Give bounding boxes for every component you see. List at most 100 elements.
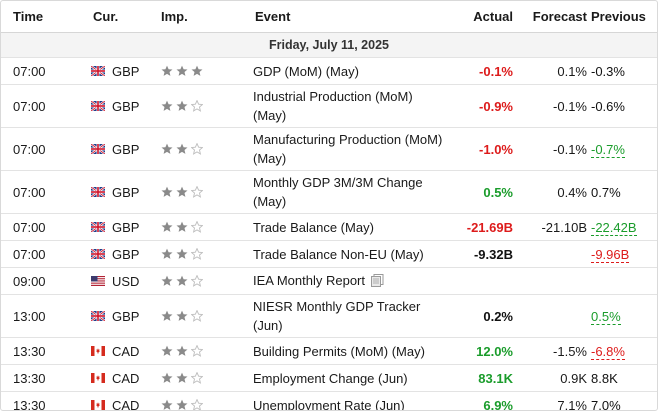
previous-value[interactable]: -9.96B — [591, 246, 630, 263]
importance-cell — [157, 127, 245, 171]
previous-value[interactable]: -0.7% — [591, 141, 625, 158]
ca-flag-icon — [91, 400, 105, 410]
currency-code: GBP — [112, 308, 140, 324]
actual-cell: 12.0% — [445, 337, 517, 365]
importance-cell — [157, 337, 245, 365]
previous-cell: -0.7% — [591, 127, 657, 171]
event-name[interactable]: IEA Monthly Report — [253, 272, 365, 288]
previous-cell: 8.8K — [591, 364, 657, 392]
currency-cell: GBP — [81, 294, 157, 338]
currency-cell: USD — [81, 267, 157, 295]
event-name-cell[interactable]: Manufacturing Production (MoM) (May) — [245, 127, 445, 171]
event-row[interactable]: 13:30 CAD Unemployment Rate (Jun) 6.9% 7.1% 7… — [1, 391, 657, 411]
currency-code: GBP — [112, 246, 140, 262]
star-filled-icon — [161, 275, 173, 287]
event-name-cell[interactable]: IEA Monthly Report — [245, 267, 445, 295]
event-row[interactable]: 07:00 GBP Industrial Production (MoM) (May… — [1, 84, 657, 128]
col-previous-header[interactable]: Previous — [591, 1, 657, 33]
event-name-cell[interactable]: Employment Change (Jun) — [245, 364, 445, 392]
previous-value: -0.3% — [591, 63, 625, 79]
event-name[interactable]: Trade Balance Non-EU (May) — [253, 246, 424, 262]
currency-code: GBP — [112, 219, 140, 235]
event-name[interactable]: GDP (MoM) (May) — [253, 63, 359, 79]
actual-cell: 0.2% — [445, 294, 517, 338]
event-name-cell[interactable]: Industrial Production (MoM) (May) — [245, 84, 445, 128]
star-filled-icon — [176, 275, 188, 287]
star-empty-icon — [190, 142, 204, 155]
previous-cell: 0.5% — [591, 294, 657, 338]
currency-wrap: CAD — [81, 371, 157, 386]
event-time: 09:00 — [1, 267, 81, 295]
importance-stars — [157, 274, 245, 287]
event-name-wrap: Monthly GDP 3M/3M Change (May) — [253, 171, 445, 213]
actual-value: -21.69B — [466, 219, 513, 235]
currency-cell: GBP — [81, 127, 157, 171]
col-time-header[interactable]: Time — [1, 1, 81, 33]
event-time: 07:00 — [1, 213, 81, 241]
event-name[interactable]: Unemployment Rate (Jun) — [253, 397, 405, 411]
report-document-icon[interactable] — [371, 273, 384, 292]
event-name-cell[interactable]: Trade Balance Non-EU (May) — [245, 240, 445, 268]
col-forecast-header[interactable]: Forecast — [517, 1, 591, 33]
importance-cell — [157, 364, 245, 392]
event-name[interactable]: Building Permits (MoM) (May) — [253, 343, 425, 359]
importance-cell — [157, 84, 245, 128]
event-row[interactable]: 07:00 GBP Trade Balance (May) -21.69B -21.10… — [1, 213, 657, 241]
event-name-cell[interactable]: Monthly GDP 3M/3M Change (May) — [245, 170, 445, 214]
currency-code: CAD — [112, 343, 140, 359]
event-name-cell[interactable]: NIESR Monthly GDP Tracker (Jun) — [245, 294, 445, 338]
previous-cell: -9.96B — [591, 240, 657, 268]
event-name-cell[interactable]: Unemployment Rate (Jun) — [245, 391, 445, 411]
uk-flag-icon — [91, 101, 105, 111]
importance-cell — [157, 240, 245, 268]
currency-wrap: GBP — [81, 64, 157, 79]
star-empty-icon — [190, 344, 204, 357]
event-name[interactable]: NIESR Monthly GDP Tracker (Jun) — [253, 299, 421, 333]
currency-wrap: GBP — [81, 142, 157, 157]
col-currency-header[interactable]: Cur. — [81, 1, 157, 33]
currency-code: GBP — [112, 184, 140, 200]
actual-cell: -9.32B — [445, 240, 517, 268]
event-name-cell[interactable]: GDP (MoM) (May) — [245, 57, 445, 85]
event-row[interactable]: 13:00 GBP NIESR Monthly GDP Tracker (Jun) 0… — [1, 294, 657, 338]
event-name[interactable]: Employment Change (Jun) — [253, 370, 408, 386]
star-filled-icon — [176, 65, 188, 77]
star-filled-icon — [161, 345, 173, 357]
star-filled-icon — [161, 65, 173, 77]
event-name-wrap: IEA Monthly Report — [253, 269, 445, 294]
star-filled-icon — [161, 186, 173, 198]
col-actual-header[interactable]: Actual — [445, 1, 517, 33]
col-importance-header[interactable]: Imp. — [157, 1, 245, 33]
previous-value[interactable]: -22.42B — [591, 219, 637, 236]
previous-value: -0.6% — [591, 98, 625, 114]
currency-cell: GBP — [81, 240, 157, 268]
star-filled-icon — [176, 186, 188, 198]
currency-code: GBP — [112, 141, 140, 157]
event-row[interactable]: 07:00 GBP GDP (MoM) (May) -0.1% 0.1% -0.3% — [1, 57, 657, 85]
previous-value[interactable]: 0.5% — [591, 308, 621, 325]
actual-value: 6.9% — [483, 397, 513, 411]
event-name-cell[interactable]: Trade Balance (May) — [245, 213, 445, 241]
header-row: Time Cur. Imp. Event Actual Forecast Pre… — [1, 1, 657, 33]
event-row[interactable]: 07:00 GBP Monthly GDP 3M/3M Change (May) 0.… — [1, 170, 657, 214]
event-time: 13:30 — [1, 391, 81, 410]
forecast-value: 0.9K — [517, 364, 591, 392]
event-row[interactable]: 13:30 CAD Building Permits (MoM) (May) 12.0… — [1, 337, 657, 365]
importance-stars — [157, 65, 245, 77]
previous-value: 0.7% — [591, 184, 621, 200]
event-row[interactable]: 07:00 GBP Trade Balance Non-EU (May) -9.32B… — [1, 240, 657, 268]
actual-cell: 83.1K — [445, 364, 517, 392]
event-row[interactable]: 09:00 USD IEA Monthly Report — [1, 267, 657, 295]
col-event-header[interactable]: Event — [245, 1, 445, 33]
event-row[interactable]: 07:00 GBP Manufacturing Production (MoM) (… — [1, 127, 657, 171]
event-row[interactable]: 13:30 CAD Employment Change (Jun) 83.1K 0.9K… — [1, 364, 657, 392]
currency-code: GBP — [112, 98, 140, 114]
event-name[interactable]: Monthly GDP 3M/3M Change (May) — [253, 175, 423, 209]
event-name-cell[interactable]: Building Permits (MoM) (May) — [245, 337, 445, 365]
previous-value[interactable]: -6.8% — [591, 343, 625, 360]
event-name[interactable]: Trade Balance (May) — [253, 219, 374, 235]
event-name[interactable]: Industrial Production (MoM) (May) — [253, 89, 413, 123]
forecast-value — [517, 240, 591, 268]
star-filled-icon — [176, 100, 188, 112]
event-name[interactable]: Manufacturing Production (MoM) (May) — [253, 132, 443, 166]
